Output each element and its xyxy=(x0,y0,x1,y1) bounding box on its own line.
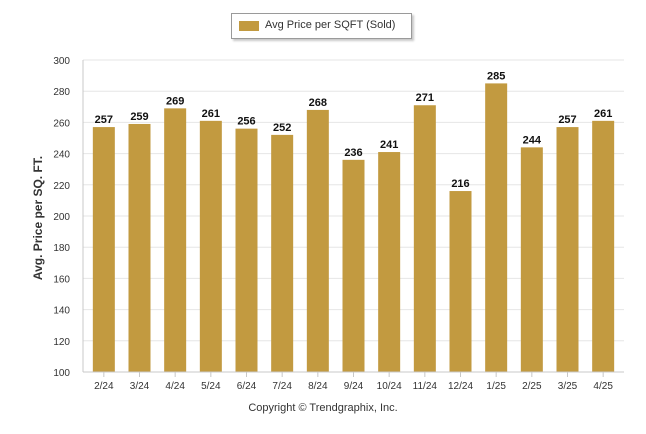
bar xyxy=(164,108,187,373)
bar-value-label: 236 xyxy=(344,147,362,159)
bar xyxy=(378,152,401,372)
bar xyxy=(556,127,579,372)
x-tick-label: 8/24 xyxy=(308,381,328,392)
x-tick-label: 4/25 xyxy=(593,381,613,392)
bar xyxy=(413,105,436,373)
bar xyxy=(520,147,543,372)
y-tick-label: 220 xyxy=(53,181,70,192)
x-tick-label: 9/24 xyxy=(344,381,364,392)
x-tick-label: 1/25 xyxy=(486,381,506,392)
bar-value-label: 244 xyxy=(523,134,542,146)
bar-value-label: 259 xyxy=(130,111,148,123)
legend-label: Avg Price per SQFT (Sold) xyxy=(265,19,396,31)
y-axis-title: Avg. Price per SQ. FT. xyxy=(31,156,45,280)
y-tick-label: 180 xyxy=(53,243,70,254)
y-tick-label: 280 xyxy=(53,87,70,98)
bar xyxy=(342,159,365,372)
x-tick-label: 7/24 xyxy=(272,381,292,392)
x-tick-label: 3/25 xyxy=(558,381,578,392)
bar-value-label: 261 xyxy=(594,108,612,120)
bar-value-label: 261 xyxy=(202,108,220,120)
bar-value-label: 252 xyxy=(273,122,291,134)
y-tick-label: 100 xyxy=(53,368,70,379)
bar xyxy=(485,83,508,373)
y-tick-label: 120 xyxy=(53,337,70,348)
bar xyxy=(235,128,258,372)
bar xyxy=(449,191,472,372)
x-tick-label: 3/24 xyxy=(130,381,150,392)
legend: Avg Price per SQFT (Sold) xyxy=(231,13,412,39)
bars: 257 259 269 261 256 252 268 236 241 271 216 285 244 2… xyxy=(92,70,615,373)
x-tick-label: 12/24 xyxy=(448,381,473,392)
x-tick-label: 6/24 xyxy=(237,381,257,392)
bar-value-label: 216 xyxy=(451,178,469,190)
bar xyxy=(92,127,115,372)
y-tick-label: 260 xyxy=(53,118,70,129)
bar-value-label: 257 xyxy=(558,114,576,126)
bar xyxy=(128,123,151,373)
x-tick-label: 2/24 xyxy=(94,381,114,392)
bar-value-label: 268 xyxy=(309,97,327,109)
copyright-text: Copyright © Trendgraphix, Inc. xyxy=(248,402,398,414)
axes: 100 120 140 160 180 200 220 240 260 280 300 2/24 3/2… xyxy=(53,56,624,392)
bar-value-label: 241 xyxy=(380,139,398,151)
x-tick-label: 10/24 xyxy=(377,381,402,392)
x-tick-label: 2/25 xyxy=(522,381,542,392)
bar xyxy=(306,109,329,373)
y-tick-label: 300 xyxy=(53,56,70,67)
y-tick-label: 140 xyxy=(53,306,70,317)
bar-value-label: 257 xyxy=(95,114,113,126)
bar-value-label: 285 xyxy=(487,70,505,82)
x-tick-label: 4/24 xyxy=(165,381,185,392)
bar-value-label: 269 xyxy=(166,95,184,107)
x-tick-label: 11/24 xyxy=(413,381,438,392)
bar-value-label: 256 xyxy=(237,116,255,128)
bar-value-label: 271 xyxy=(416,92,434,104)
legend-swatch xyxy=(239,21,259,31)
bar xyxy=(271,134,294,372)
y-tick-label: 160 xyxy=(53,274,70,285)
y-tick-label: 200 xyxy=(53,212,70,223)
bar xyxy=(592,120,615,372)
x-tick-label: 5/24 xyxy=(201,381,221,392)
y-tick-label: 240 xyxy=(53,150,70,161)
bar xyxy=(199,120,222,372)
